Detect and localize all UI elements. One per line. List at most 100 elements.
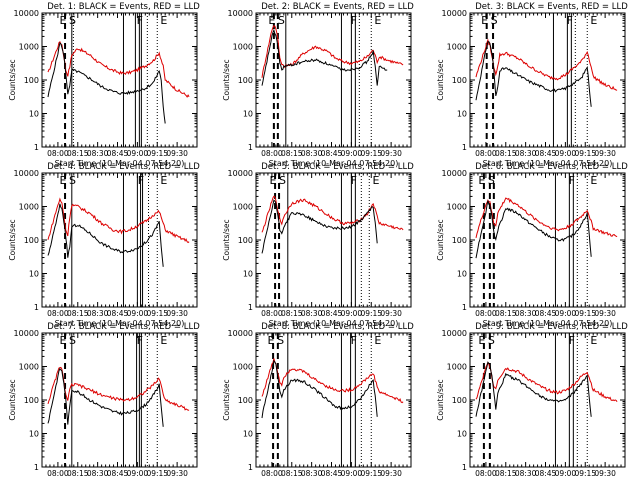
lld-series-line xyxy=(47,197,190,244)
panel-det-3: Det. 3: BLACK = Events, RED = LLD 1 10 100 1… xyxy=(436,2,628,168)
panel-title: Det. 1: BLACK = Events, RED = LLD xyxy=(47,2,200,12)
y-tick-label: 10000 xyxy=(442,329,467,338)
y-tick-label: 1000 xyxy=(19,43,39,52)
panel-det-9: Det. 9: BLACK = Events, RED = LLD 1 10 100 1… xyxy=(436,322,628,480)
x-tick-label: 09:00 xyxy=(341,309,363,318)
y-tick-label: 100 xyxy=(452,396,467,405)
x-tick-label: 08:30 xyxy=(301,469,323,478)
y-axis-label: Counts/sec xyxy=(8,379,17,420)
panel-det-6: Det. 6: BLACK = Events, RED = LLD 1 10 100 1… xyxy=(436,162,628,328)
panel-det-2: Det. 2: BLACK = Events, RED = LLD 1 10 100 1… xyxy=(222,2,414,168)
x-tick-label: 08:30 xyxy=(515,469,537,478)
y-tick-label: 10 xyxy=(243,430,253,439)
panel-title: Det. 7: BLACK = Events, RED = LLD xyxy=(47,322,200,332)
x-tick-label: 09:15 xyxy=(146,309,168,318)
marker-letter: E xyxy=(374,14,381,27)
y-tick-label: 1000 xyxy=(233,203,253,212)
y-tick-label: 10000 xyxy=(442,9,467,18)
x-tick-label: 09:30 xyxy=(380,469,402,478)
y-tick-label: 10000 xyxy=(442,169,467,178)
y-tick-label: 1 xyxy=(34,143,39,152)
marker-letter: S xyxy=(491,14,498,27)
y-tick-label: 100 xyxy=(238,236,253,245)
panel-title: Det. 8: BLACK = Events, RED = LLD xyxy=(261,322,414,332)
lld-series-line xyxy=(475,38,618,91)
x-tick-label: 08:15 xyxy=(67,309,89,318)
events-series-line xyxy=(261,359,378,419)
marker-letter: S xyxy=(278,14,285,27)
marker-letter: E xyxy=(590,174,597,187)
x-tick-label: 09:15 xyxy=(574,309,596,318)
marker-letter: F xyxy=(137,334,143,347)
y-tick-label: 1000 xyxy=(447,363,467,372)
x-tick-label: 09:30 xyxy=(166,469,188,478)
x-tick-label: 08:30 xyxy=(301,309,323,318)
marker-letter: S xyxy=(69,334,76,347)
events-series-line xyxy=(475,41,592,107)
x-tick-label: 08:00 xyxy=(261,469,283,478)
x-tick-label: 08:30 xyxy=(515,309,537,318)
panel-title: Det. 4: BLACK = Events, RED = LLD xyxy=(47,162,200,172)
x-tick-label: 08:45 xyxy=(535,309,557,318)
events-series-line xyxy=(47,203,164,267)
x-tick-label: 08:15 xyxy=(67,149,89,158)
y-tick-label: 1000 xyxy=(447,203,467,212)
x-tick-label: 08:15 xyxy=(495,149,517,158)
x-tick-label: 08:15 xyxy=(495,309,517,318)
marker-letter: E xyxy=(59,334,66,347)
x-tick-label: 09:00 xyxy=(341,149,363,158)
events-series-line xyxy=(261,28,388,86)
marker-letter: F xyxy=(351,14,357,27)
x-tick-label: 08:15 xyxy=(495,469,517,478)
x-tick-label: 08:00 xyxy=(475,149,497,158)
marker-letter: S xyxy=(488,334,495,347)
marker-letter: E xyxy=(478,334,485,347)
x-tick-label: 08:15 xyxy=(281,309,303,318)
y-axis-label: Counts/sec xyxy=(436,379,445,420)
x-tick-label: 08:00 xyxy=(47,469,69,478)
y-tick-label: 1 xyxy=(462,463,467,472)
y-tick-label: 1 xyxy=(462,303,467,312)
x-tick-label: 09:30 xyxy=(380,149,402,158)
panel-title: Det. 3: BLACK = Events, RED = LLD xyxy=(475,2,628,12)
y-axis-label: Counts/sec xyxy=(436,219,445,260)
marker-letter: E xyxy=(590,14,597,27)
lld-series-line xyxy=(261,25,404,78)
y-tick-label: 100 xyxy=(24,236,39,245)
y-tick-label: 1000 xyxy=(19,203,39,212)
x-tick-label: 08:45 xyxy=(107,309,129,318)
y-tick-label: 100 xyxy=(238,396,253,405)
y-tick-label: 1 xyxy=(248,463,253,472)
x-tick-label: 08:30 xyxy=(87,469,109,478)
y-tick-label: 10 xyxy=(29,270,39,279)
x-tick-label: 09:15 xyxy=(574,149,596,158)
y-tick-label: 1000 xyxy=(447,43,467,52)
marker-letter: E xyxy=(268,334,275,347)
y-tick-label: 1000 xyxy=(233,43,253,52)
y-tick-label: 100 xyxy=(452,236,467,245)
y-tick-label: 1 xyxy=(248,303,253,312)
x-tick-label: 09:30 xyxy=(594,309,616,318)
x-tick-label: 09:00 xyxy=(127,309,149,318)
x-tick-label: 08:30 xyxy=(87,149,109,158)
x-tick-label: 08:45 xyxy=(321,309,343,318)
y-tick-label: 10 xyxy=(29,430,39,439)
lld-series-line xyxy=(475,361,618,403)
y-tick-label: 10000 xyxy=(14,329,39,338)
x-tick-label: 09:30 xyxy=(594,149,616,158)
panel-det-8: Det. 8: BLACK = Events, RED = LLD 1 10 100 1… xyxy=(222,322,414,480)
panel-title: Det. 2: BLACK = Events, RED = LLD xyxy=(261,2,414,12)
x-tick-label: 08:45 xyxy=(535,149,557,158)
marker-letter: F xyxy=(569,174,575,187)
x-tick-label: 09:15 xyxy=(360,149,382,158)
y-axis-label: Counts/sec xyxy=(8,59,17,100)
x-tick-label: 09:00 xyxy=(127,469,149,478)
marker-letter: E xyxy=(160,14,167,27)
x-axis-label: Start Time (10-Mar-04 07:54:20) xyxy=(483,319,613,328)
events-series-line xyxy=(475,200,592,259)
y-tick-label: 1000 xyxy=(233,363,253,372)
x-axis-label: Start Time (10-Mar-04 07:54:20) xyxy=(483,159,613,168)
y-tick-label: 100 xyxy=(24,396,39,405)
x-tick-label: 08:00 xyxy=(261,149,283,158)
plot-frame xyxy=(255,12,412,148)
